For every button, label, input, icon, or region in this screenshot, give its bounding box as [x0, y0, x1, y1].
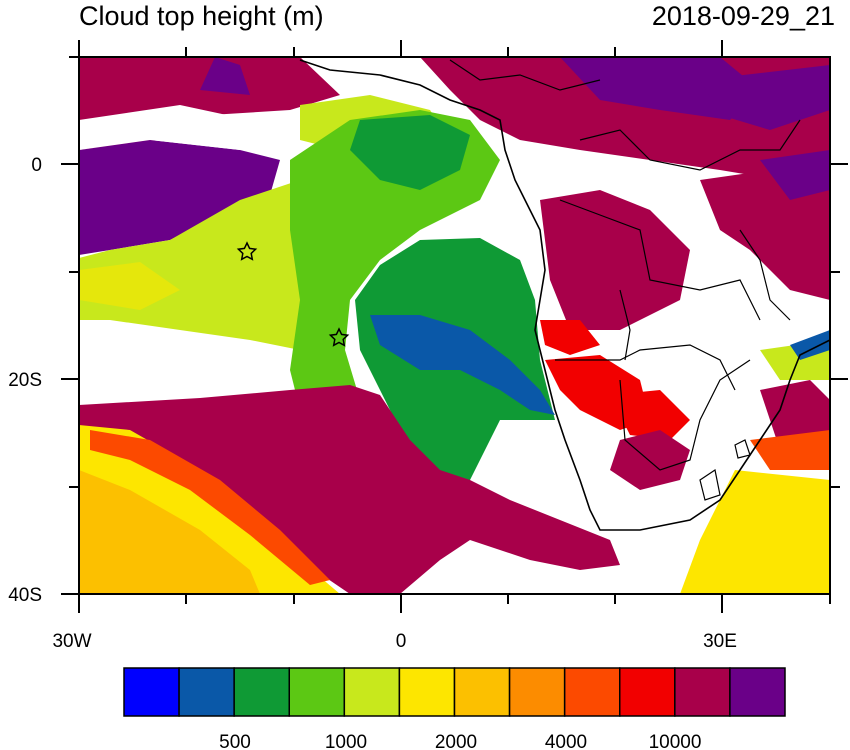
colorbar-swatch — [343, 667, 401, 717]
border-lesotho — [699, 469, 721, 501]
colorbar-swatch — [178, 667, 235, 717]
border-namibia-botswana — [555, 344, 736, 391]
clear-band-n — [79, 105, 250, 150]
colorbar — [123, 667, 786, 717]
coastline-africa — [299, 59, 830, 531]
colorbar-label: 4000 — [545, 732, 587, 750]
cloud-purple-w — [79, 140, 280, 255]
border-angola-namibia — [619, 289, 631, 361]
colorbar-swatch — [123, 667, 180, 717]
cloud-yellow-se — [680, 470, 830, 594]
star-marker-sthelena — [328, 327, 350, 347]
cloud-maroon-front — [79, 385, 620, 594]
colorbar-swatch — [398, 667, 456, 717]
colorbar-swatch — [729, 667, 786, 717]
colorbar-swatch — [233, 667, 291, 717]
cloud-maroon-central — [540, 190, 690, 330]
star-marker-ascension — [236, 241, 258, 261]
cloud-blue-se — [790, 330, 830, 360]
cloud-orange-front — [90, 430, 330, 585]
cloud-purple-ne — [560, 57, 760, 120]
timestamp: 2018-09-29_21 — [651, 1, 835, 31]
colorbar-label: 10000 — [649, 732, 702, 750]
y-tick-label: 0 — [31, 155, 42, 176]
border-eswatini — [734, 439, 751, 459]
border-west-africa — [449, 59, 601, 91]
colorbar-swatch — [674, 667, 731, 717]
colorbar-label: 2000 — [435, 732, 477, 750]
cloud-orange-se — [750, 430, 830, 470]
cloud-purple-n — [200, 57, 250, 95]
y-tick-label: 20S — [8, 370, 42, 391]
cloud-purple-ne2 — [700, 65, 830, 130]
colorbar-swatch — [508, 667, 566, 717]
border-central-africa — [579, 119, 801, 171]
cloud-gold-sw — [79, 470, 260, 594]
border-botswana — [619, 359, 751, 471]
cloud-red-2 — [610, 390, 690, 440]
x-tick-label: 30E — [703, 631, 737, 652]
cloud-maroon-east — [700, 170, 830, 300]
colorbar-label: 1000 — [325, 732, 367, 750]
colorbar-swatch — [563, 667, 621, 717]
border-malawi — [739, 229, 791, 321]
cloud-purple-east — [760, 150, 830, 200]
colorbar-swatch — [288, 667, 346, 717]
cloud-blue-low — [370, 315, 555, 415]
cloud-yellow-patch — [79, 262, 180, 310]
colorbar-swatch — [619, 667, 676, 717]
border-angola-zambia — [559, 199, 761, 321]
cloud-green-dark-n — [350, 115, 470, 190]
y-tick-label: 40S — [8, 585, 42, 606]
x-tick-label: 0 — [396, 631, 407, 652]
map-title: Cloud top height (m) — [79, 1, 324, 31]
colorbar-label: 500 — [219, 732, 251, 750]
axes — [61, 40, 848, 613]
cloud-red-3 — [540, 320, 600, 355]
plot-frame — [78, 56, 831, 595]
x-tick-label: 30W — [52, 631, 91, 652]
map-plot — [79, 57, 830, 594]
colorbar-swatch — [453, 667, 511, 717]
